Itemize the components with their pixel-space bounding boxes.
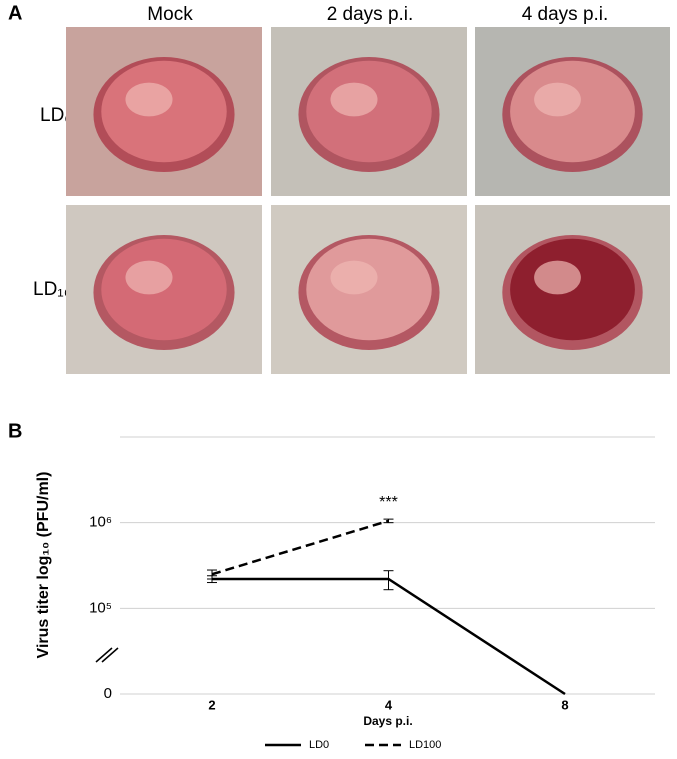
significance: *** bbox=[379, 494, 398, 511]
panel-label: A bbox=[8, 2, 22, 24]
line-series bbox=[211, 519, 389, 576]
x-axis-label: Days p.i. bbox=[363, 714, 412, 728]
y-tick-label: 0 bbox=[104, 685, 112, 702]
column-header: Mock bbox=[147, 4, 193, 25]
column-header: 4 days p.i. bbox=[522, 4, 609, 25]
x-tick-label: 8 bbox=[561, 697, 568, 712]
legend-label: LD100 bbox=[409, 739, 441, 751]
axis-break bbox=[95, 647, 119, 663]
y-tick-label: 10⁵ bbox=[89, 599, 112, 616]
legend-label: LD0 bbox=[309, 739, 329, 751]
error-bar bbox=[383, 570, 394, 591]
row-label: LD₀ bbox=[40, 105, 72, 126]
lung-highlight bbox=[330, 260, 378, 295]
line-series bbox=[212, 577, 566, 696]
column-header: 2 days p.i. bbox=[327, 4, 414, 25]
lung-highlight bbox=[125, 82, 173, 117]
x-tick-label: 2 bbox=[208, 697, 215, 712]
lung-highlight bbox=[330, 82, 378, 117]
lung-highlight bbox=[125, 260, 173, 295]
lung-highlight bbox=[534, 260, 581, 295]
x-tick-label: 4 bbox=[385, 697, 393, 712]
lung-highlight bbox=[534, 82, 581, 117]
error-bar bbox=[207, 569, 217, 580]
y-axis-label: Virus titer log₁₀ (PFU/ml) bbox=[35, 472, 52, 659]
panel-label: B bbox=[8, 420, 22, 442]
error-bar bbox=[383, 518, 394, 524]
y-tick-label: 10⁶ bbox=[89, 514, 112, 531]
